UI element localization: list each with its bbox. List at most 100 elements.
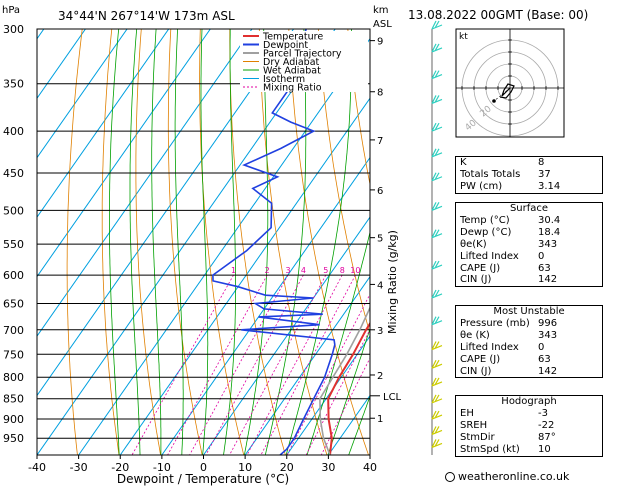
- hpa-label: hPa: [2, 5, 20, 16]
- isotherm-line: [0, 0, 48, 455]
- surface-panel: Surface Temp (°C) 30.4 Dewp (°C) 18.4 θe(K…: [455, 202, 603, 288]
- pressure-tick-label: 650: [3, 297, 24, 310]
- km-tick-label: 7: [377, 136, 383, 147]
- mu-thetae-label: θe (K): [460, 329, 490, 341]
- x-tick-label: 0: [200, 461, 207, 474]
- surface-dewp-label: Dewp (°C): [460, 226, 512, 238]
- wet-adiabat-line: [151, 29, 162, 455]
- copyright-icon: [445, 472, 455, 482]
- wet-adiabat-line: [223, 29, 237, 455]
- surface-cin-label: CIN (J): [460, 274, 492, 286]
- mixing-ratio-label: 4: [301, 266, 306, 275]
- wind-barb: [431, 148, 443, 158]
- mixing-ratio-label: 25: [407, 266, 417, 275]
- wind-barb: [431, 394, 443, 404]
- wind-barb: [431, 43, 443, 53]
- wind-barb: [431, 95, 443, 105]
- totals-totals-label: Totals Totals: [460, 168, 521, 180]
- isotherm-line: [203, 216, 370, 455]
- pressure-tick-label: 400: [3, 125, 24, 138]
- credit[interactable]: weatheronline.co.uk: [445, 470, 569, 483]
- lcl-label: LCL: [383, 392, 402, 403]
- eh-value: -3: [538, 408, 548, 419]
- legend-mixing-ratio: Mixing Ratio: [263, 83, 322, 94]
- x-tick-label: 20: [280, 461, 294, 474]
- credit-text: weatheronline.co.uk: [458, 470, 570, 483]
- isotherm-line: [37, 29, 170, 219]
- mixing-ratio-label: 5: [323, 266, 328, 275]
- stmdir-value: 87°: [538, 431, 556, 443]
- legend-dry-adiabat: Dry Adiabat: [263, 57, 320, 68]
- legend-temperature: Temperature: [262, 32, 323, 43]
- mixing-ratio-label: 10: [350, 266, 360, 275]
- surface-title: Surface: [509, 203, 549, 214]
- wind-barb: [431, 229, 443, 239]
- surface-cin-value: 142: [538, 274, 558, 286]
- stmspd-value: 10: [538, 443, 551, 455]
- sreh-value: -22: [538, 419, 555, 431]
- x-axis-label: Dewpoint / Temperature (°C): [117, 472, 289, 486]
- legend: Temperature Dewpoint Parcel Trajectory D…: [240, 31, 368, 94]
- wet-adiabat-line: [264, 29, 307, 455]
- x-tick-label: -20: [111, 461, 129, 474]
- totals-totals-value: 37: [538, 168, 551, 180]
- km-label: km: [373, 5, 389, 16]
- dry-adiabat-line: [347, 29, 370, 187]
- isotherm-line: [286, 335, 370, 455]
- mixing-ratio-label: 8: [340, 266, 345, 275]
- wind-barbs: [431, 20, 443, 455]
- wind-barb: [431, 439, 443, 448]
- pressure-tick-label: 900: [3, 413, 24, 426]
- wind-barb: [431, 20, 443, 30]
- x-tick-label: -30: [70, 461, 88, 474]
- mixing-ratio-line: [320, 357, 370, 455]
- wet-adiabat-line: [174, 29, 184, 455]
- mu-thetae-value: 343: [538, 329, 558, 341]
- wind-barb: [431, 289, 443, 299]
- wet-adiabat-line: [285, 29, 353, 455]
- wind-barb: [431, 202, 443, 211]
- chart-title: 34°44'N 267°14'W 173m ASL: [58, 9, 235, 23]
- mixing-ratio-line: [229, 274, 327, 455]
- wind-barb: [431, 70, 443, 80]
- isotherm-line: [161, 156, 370, 455]
- mixing-ratio-label: 2: [265, 266, 270, 275]
- km-tick-label: 8: [377, 88, 383, 99]
- surface-li-value: 0: [538, 250, 545, 262]
- background-grid: [0, 0, 370, 455]
- wet-adiabat-line: [200, 29, 209, 455]
- most-unstable-panel: Most Unstable Pressure (mb) 996 θe (K) 343…: [455, 305, 603, 379]
- pressure-tick-label: 350: [3, 78, 24, 91]
- surface-cape-value: 63: [538, 262, 551, 274]
- surface-temp-label: Temp (°C): [460, 215, 510, 226]
- legend-wet-adiabat: Wet Adiabat: [263, 66, 321, 77]
- date-label: 13.08.2022 00GMT (Base: 00): [408, 8, 588, 22]
- mixing-ratio-label: 15: [375, 266, 385, 275]
- wind-barb: [431, 260, 443, 270]
- km-tick-label: 4: [377, 280, 383, 291]
- pressure-tick-label: 300: [3, 23, 24, 36]
- wet-adiabat-line: [327, 327, 370, 455]
- isotherm-line: [244, 275, 370, 455]
- legend-isotherm: Isotherm: [263, 74, 305, 85]
- pressure-tick-label: 950: [3, 432, 24, 445]
- x-tick-label: -40: [28, 461, 46, 474]
- stmdir-label: StmDir: [460, 431, 495, 443]
- pressure-tick-label: 850: [3, 393, 24, 406]
- hodograph-trace: [499, 83, 515, 99]
- asl-label: ASL: [373, 19, 392, 30]
- pw-value: 3.14: [538, 180, 561, 192]
- dry-adiabat-line: [66, 29, 83, 455]
- surface-thetae-label: θe(K): [460, 238, 487, 250]
- pressure-tick-label: 800: [3, 371, 24, 384]
- eh-label: EH: [460, 408, 474, 419]
- profile-lines: 1 2 3 4 5 8 10 15 20 25: [212, 29, 417, 455]
- km-tick-label: 9: [377, 37, 383, 48]
- wind-barb: [431, 316, 443, 326]
- mu-cin-label: CIN (J): [460, 365, 492, 377]
- x-tick-label: 10: [238, 461, 252, 474]
- surface-cape-label: CAPE (J): [460, 262, 501, 274]
- mu-cin-value: 142: [538, 365, 558, 377]
- km-tick-label: 3: [377, 326, 383, 337]
